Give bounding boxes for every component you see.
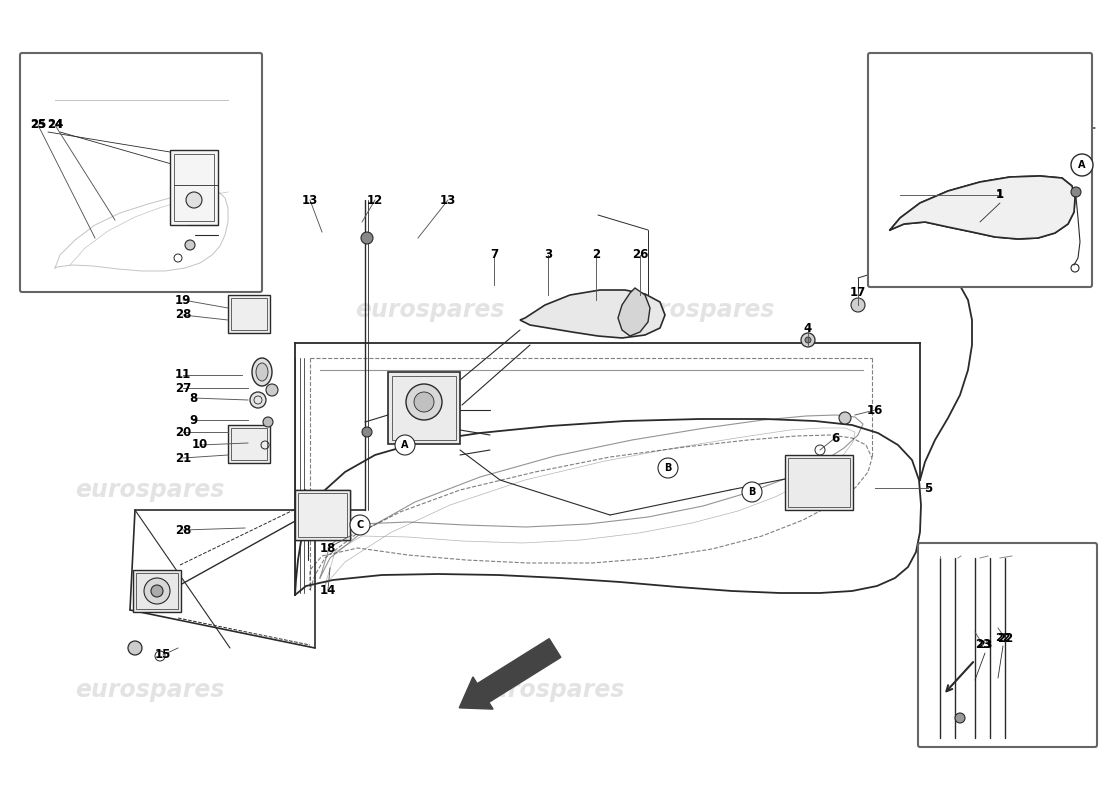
- Circle shape: [186, 192, 202, 208]
- Circle shape: [658, 458, 678, 478]
- Circle shape: [128, 641, 142, 655]
- Text: 23: 23: [975, 638, 991, 651]
- FancyBboxPatch shape: [918, 543, 1097, 747]
- Circle shape: [361, 232, 373, 244]
- Text: A: A: [1078, 160, 1086, 170]
- Text: 3: 3: [543, 249, 552, 262]
- Bar: [174, 154, 214, 221]
- Circle shape: [742, 482, 762, 502]
- Text: 18: 18: [320, 542, 337, 554]
- Text: 14: 14: [320, 583, 337, 597]
- Circle shape: [350, 515, 370, 535]
- Text: A: A: [402, 440, 409, 450]
- Text: B: B: [664, 463, 672, 473]
- Text: 7: 7: [490, 249, 498, 262]
- Bar: [231, 298, 267, 330]
- Text: 16: 16: [867, 403, 883, 417]
- Circle shape: [263, 417, 273, 427]
- Ellipse shape: [252, 358, 272, 386]
- Text: 1: 1: [996, 189, 1004, 202]
- Bar: [136, 573, 178, 609]
- Bar: [388, 372, 460, 444]
- Text: 6: 6: [830, 431, 839, 445]
- Text: eurospares: eurospares: [75, 478, 224, 502]
- Circle shape: [395, 435, 415, 455]
- Text: 19: 19: [175, 294, 191, 306]
- Circle shape: [362, 427, 372, 437]
- FancyArrow shape: [460, 638, 561, 709]
- Text: 13: 13: [440, 194, 456, 206]
- Text: 13: 13: [301, 194, 318, 206]
- Circle shape: [266, 384, 278, 396]
- Circle shape: [406, 384, 442, 420]
- Text: eurospares: eurospares: [75, 678, 224, 702]
- Text: 10: 10: [191, 438, 208, 451]
- Bar: [392, 376, 456, 440]
- Circle shape: [250, 392, 266, 408]
- Text: 15: 15: [155, 649, 172, 662]
- Text: 25: 25: [30, 118, 46, 131]
- Text: 4: 4: [804, 322, 812, 334]
- Circle shape: [1071, 154, 1093, 176]
- Text: 28: 28: [175, 523, 191, 537]
- Text: 27: 27: [175, 382, 191, 394]
- Circle shape: [414, 392, 435, 412]
- Circle shape: [955, 713, 965, 723]
- Polygon shape: [618, 288, 650, 336]
- Ellipse shape: [256, 363, 268, 381]
- Bar: [785, 455, 852, 510]
- Text: 17: 17: [850, 286, 866, 298]
- Text: B: B: [748, 487, 756, 497]
- Text: 12: 12: [367, 194, 383, 206]
- Circle shape: [805, 337, 811, 343]
- Circle shape: [801, 333, 815, 347]
- Text: 2: 2: [592, 249, 601, 262]
- Text: C: C: [356, 520, 364, 530]
- Bar: [298, 493, 346, 537]
- Bar: [170, 150, 218, 225]
- Text: 26: 26: [631, 249, 648, 262]
- Bar: [295, 490, 350, 540]
- Circle shape: [851, 298, 865, 312]
- Text: 8: 8: [189, 391, 197, 405]
- Text: 1: 1: [997, 190, 1004, 200]
- Circle shape: [185, 240, 195, 250]
- Bar: [133, 570, 182, 612]
- Bar: [295, 490, 350, 540]
- Text: 22: 22: [997, 631, 1013, 645]
- Text: 24: 24: [47, 120, 63, 130]
- Bar: [228, 425, 270, 463]
- Text: 20: 20: [175, 426, 191, 438]
- Text: 25: 25: [31, 120, 46, 130]
- FancyBboxPatch shape: [868, 53, 1092, 287]
- Bar: [231, 428, 267, 460]
- Text: 28: 28: [175, 309, 191, 322]
- Text: 22: 22: [996, 633, 1011, 643]
- Text: 24: 24: [47, 118, 63, 131]
- Text: 11: 11: [175, 369, 191, 382]
- Text: eurospares: eurospares: [475, 678, 625, 702]
- Circle shape: [151, 585, 163, 597]
- Circle shape: [839, 412, 851, 424]
- Text: 9: 9: [189, 414, 197, 426]
- Text: 21: 21: [175, 451, 191, 465]
- Text: 23: 23: [977, 640, 992, 650]
- Text: eurospares: eurospares: [625, 298, 774, 322]
- Text: 5: 5: [924, 482, 932, 494]
- Bar: [298, 493, 346, 537]
- Polygon shape: [890, 176, 1075, 239]
- Circle shape: [144, 578, 170, 604]
- Circle shape: [1071, 187, 1081, 197]
- Text: eurospares: eurospares: [355, 298, 505, 322]
- Bar: [228, 295, 270, 333]
- FancyBboxPatch shape: [20, 53, 262, 292]
- Bar: [788, 458, 850, 507]
- Polygon shape: [520, 290, 666, 338]
